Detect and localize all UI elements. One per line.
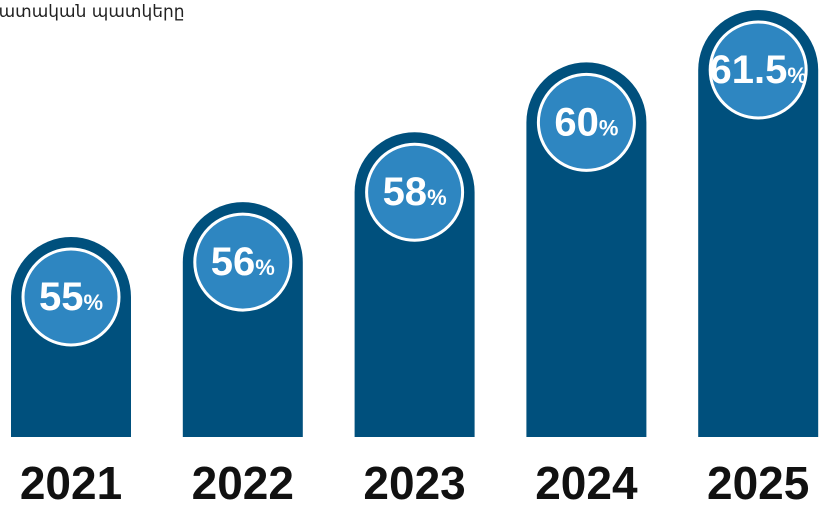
x-tick-label: 2022 [192, 457, 294, 509]
value-badge [365, 142, 465, 242]
x-tick-label: 2023 [363, 457, 465, 509]
x-tick-label: 2024 [535, 457, 638, 509]
value-badge [708, 20, 808, 120]
x-tick-label: 2025 [707, 457, 809, 509]
value-badge [193, 212, 293, 312]
value-label: 58% [383, 170, 447, 214]
value-label: 55% [39, 275, 103, 319]
bar [698, 10, 819, 438]
value-label: 61.5% [709, 48, 806, 92]
value-badge [536, 72, 636, 172]
chart-title: լատական պատկերը [0, 2, 185, 22]
x-tick-label: 2021 [20, 457, 122, 509]
value-label: 60% [554, 100, 618, 144]
value-badge [21, 247, 121, 347]
value-label: 56% [211, 240, 275, 284]
